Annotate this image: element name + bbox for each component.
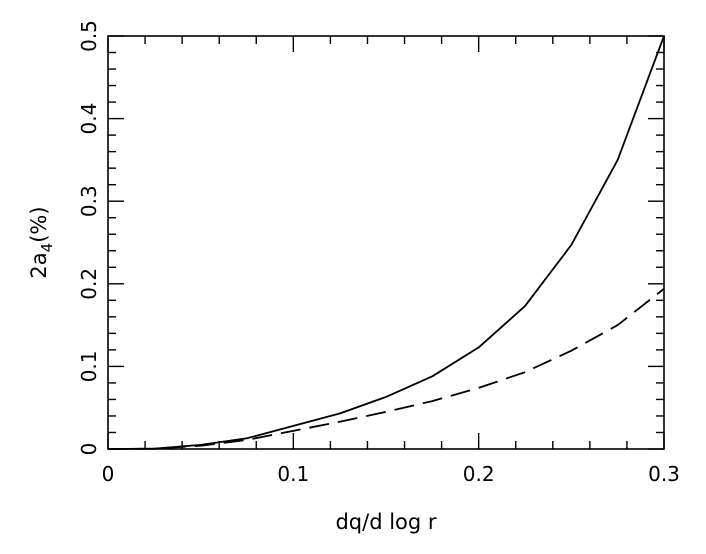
y-tick-label: 0.1 bbox=[77, 350, 101, 382]
series-group bbox=[107, 35, 665, 450]
y-tick-label: 0 bbox=[77, 443, 101, 456]
x-axis-label: dq/d log r bbox=[335, 510, 436, 534]
y-tick-label: 0.4 bbox=[77, 103, 101, 135]
y-tick-label: 0.3 bbox=[77, 185, 101, 217]
y-tick-label: 0.2 bbox=[77, 268, 101, 300]
plot-frame bbox=[107, 35, 665, 450]
y-axis-label-main: 2a bbox=[27, 252, 51, 278]
dashed-series-line bbox=[107, 288, 665, 450]
x-tick-label: 0.2 bbox=[463, 462, 495, 486]
y-axis-label: 2a4(%) bbox=[27, 206, 56, 278]
x-tick-label: 0.1 bbox=[277, 462, 309, 486]
y-axis-label-subscript: 4 bbox=[38, 243, 56, 253]
y-axis-label-tail: (%) bbox=[27, 206, 51, 242]
x-axis-ticks: 0 0.1 0.2 0.3 bbox=[102, 36, 680, 486]
x-tick-label: 0.3 bbox=[648, 462, 680, 486]
y-tick-label: 0.5 bbox=[77, 20, 101, 52]
x-tick-label: 0 bbox=[102, 462, 115, 486]
plot-area bbox=[107, 35, 665, 450]
y-axis-ticks: 0 0.1 0.2 0.3 0.4 0.5 bbox=[77, 20, 664, 455]
solid-series-line bbox=[107, 35, 665, 450]
